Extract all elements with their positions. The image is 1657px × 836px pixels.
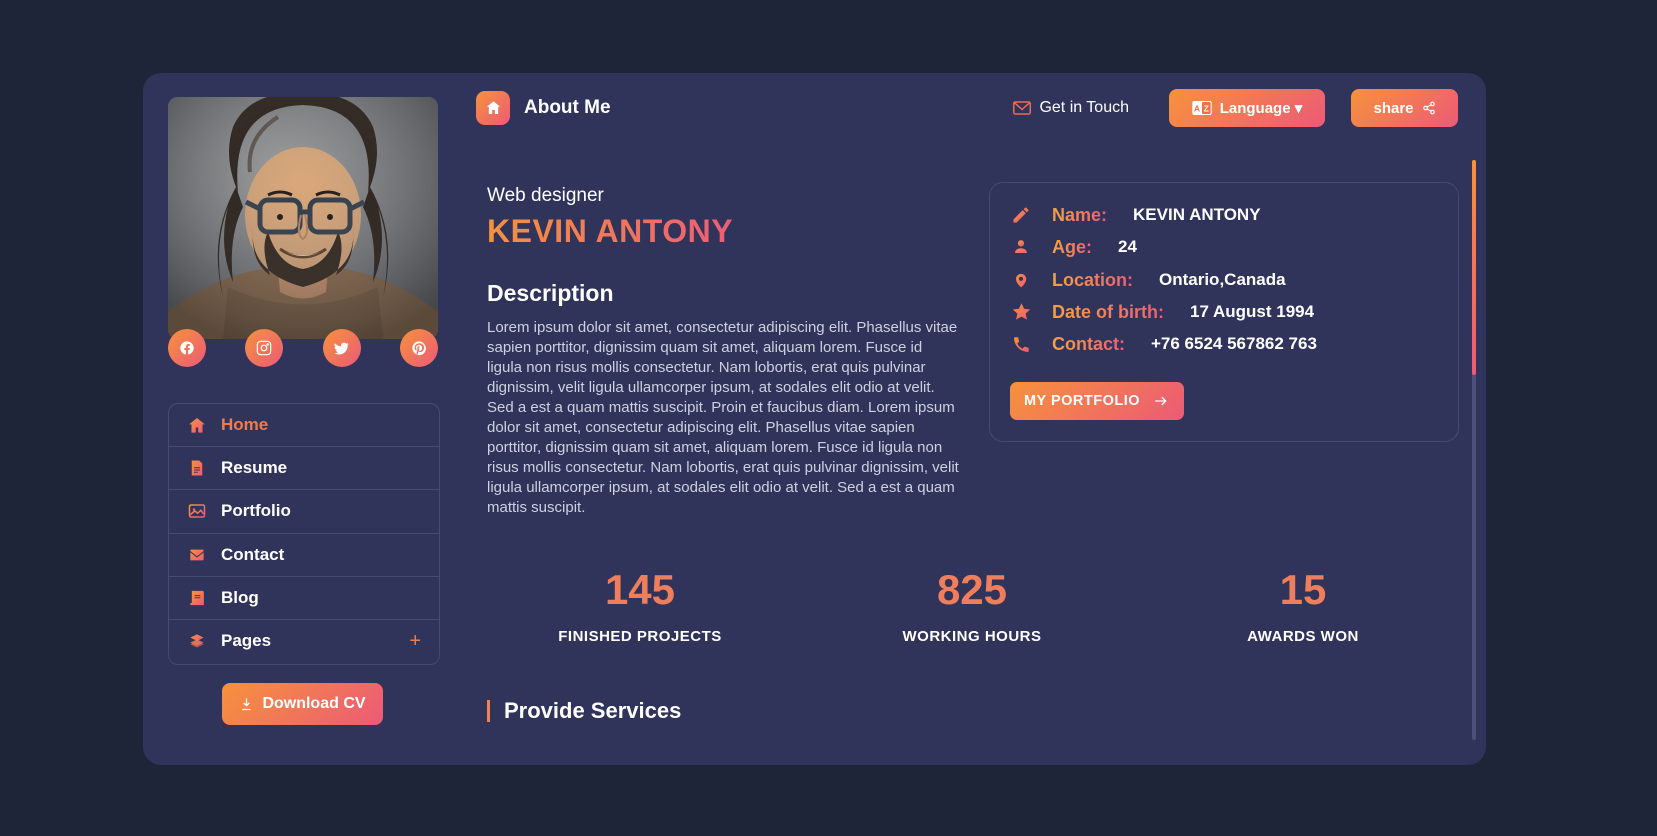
svg-text:A: A: [1194, 103, 1201, 113]
svg-text:Z: Z: [1203, 103, 1209, 113]
